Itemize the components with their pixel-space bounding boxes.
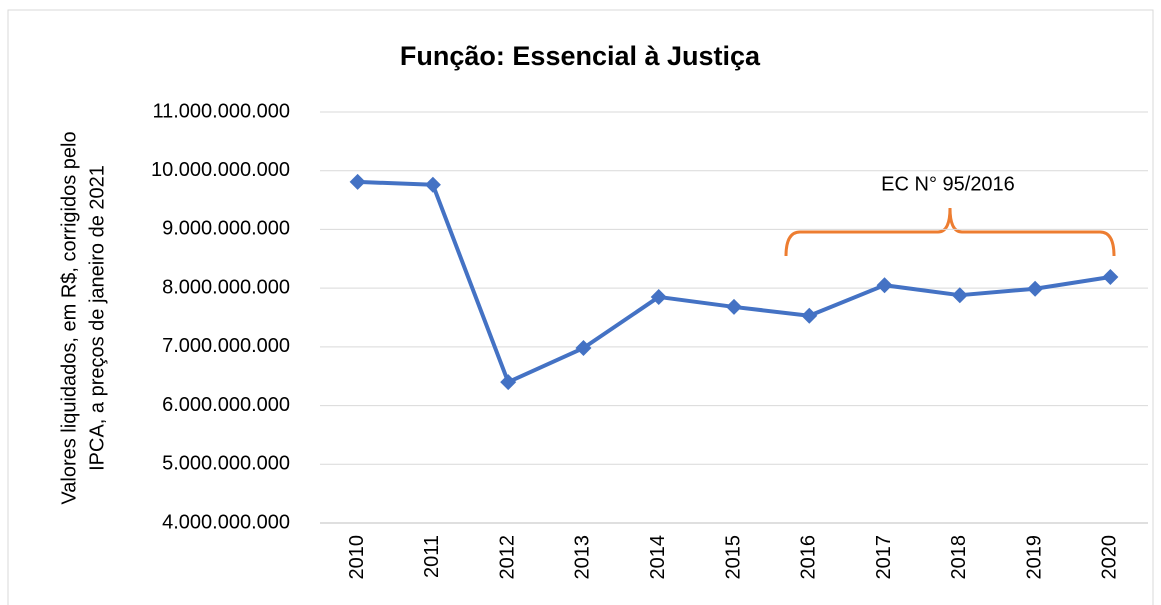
x-tick-label: 2017 bbox=[873, 535, 895, 580]
data-point bbox=[801, 307, 818, 324]
data-point bbox=[424, 176, 441, 193]
y-tick-label: 4.000.000.000 bbox=[162, 511, 290, 533]
data-point bbox=[726, 298, 742, 315]
y-tick-label: 10.000.000.000 bbox=[151, 159, 290, 181]
x-tick-label: 2020 bbox=[1099, 535, 1121, 580]
x-tick-label: 2015 bbox=[722, 535, 744, 580]
data-point bbox=[500, 374, 517, 391]
x-tick-label: 2011 bbox=[421, 535, 443, 578]
annotation-brace bbox=[784, 207, 1116, 257]
y-tick-label: 6.000.000.000 bbox=[162, 394, 290, 416]
data-point bbox=[876, 277, 893, 294]
x-tick-label: 2014 bbox=[647, 535, 669, 580]
data-point bbox=[1102, 268, 1119, 285]
y-tick-label: 8.000.000.000 bbox=[162, 276, 290, 298]
x-tick-label: 2010 bbox=[346, 535, 368, 580]
annotation: EC N° 95/2016 bbox=[881, 173, 1015, 195]
data-point bbox=[575, 340, 592, 357]
x-tick-label: 2016 bbox=[798, 535, 820, 580]
x-tick-label: 2012 bbox=[496, 535, 518, 580]
y-axis-label: Valores liquidados, em R$, corrigidos pe… bbox=[58, 131, 80, 504]
y-tick-label: 7.000.000.000 bbox=[162, 335, 290, 357]
data-point bbox=[650, 288, 667, 305]
chart-border bbox=[7, 9, 1154, 605]
data-point bbox=[1027, 280, 1044, 297]
x-tick-label: 2013 bbox=[572, 535, 594, 580]
data-point bbox=[951, 287, 968, 304]
data-point bbox=[349, 173, 366, 190]
y-axis-label: IPCA, a preços de janeiro de 2021 bbox=[86, 165, 108, 471]
x-tick-label: 2019 bbox=[1023, 535, 1045, 580]
y-tick-label: 5.000.000.000 bbox=[162, 453, 290, 475]
y-tick-label: 9.000.000.000 bbox=[162, 218, 290, 240]
x-tick-label: 2018 bbox=[948, 535, 970, 580]
chart-title: Função: Essencial à Justiça bbox=[400, 41, 761, 71]
y-tick-label: 11.000.000.000 bbox=[152, 100, 290, 122]
